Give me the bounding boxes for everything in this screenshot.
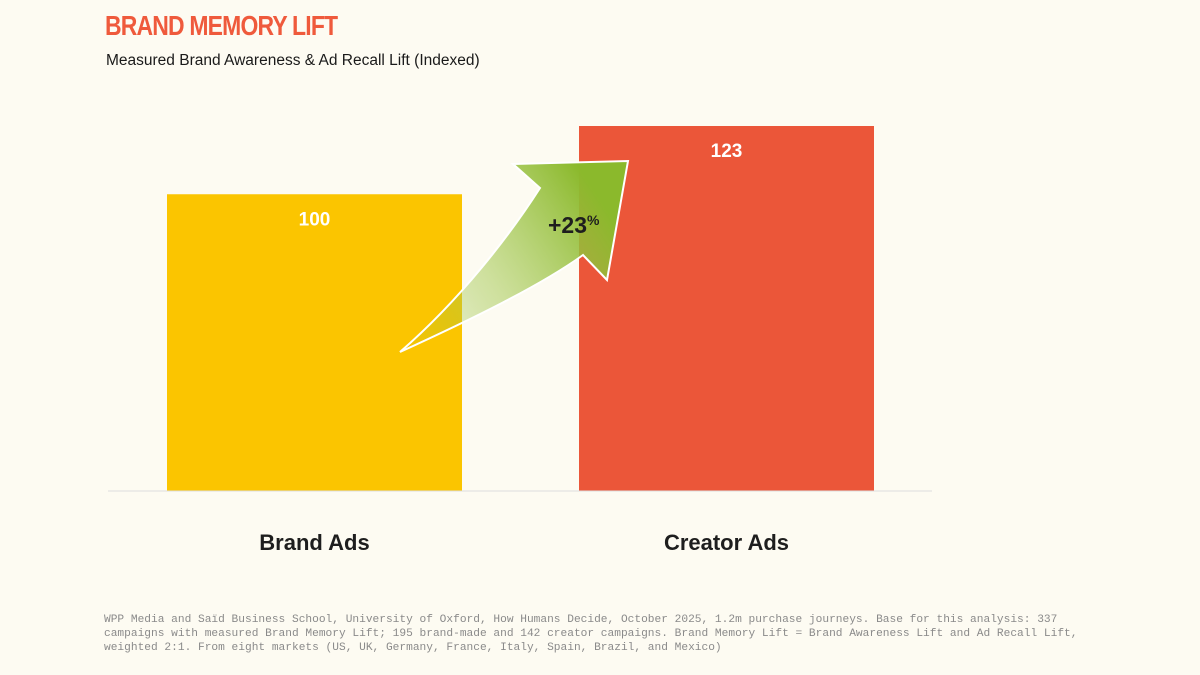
- bar-creator-ads: [579, 126, 874, 491]
- growth-arrow: +23%: [399, 159, 630, 353]
- category-label: Brand Ads: [259, 530, 369, 555]
- bar-value-label: 100: [299, 209, 331, 230]
- svg-text:+23%: +23%: [548, 212, 600, 238]
- source-footnote: WPP Media and Saïd Business School, Univ…: [104, 614, 1078, 654]
- chart-title: BRAND MEMORY LIFT: [105, 10, 338, 41]
- bar-value-label: 123: [711, 141, 743, 162]
- lift-percentage-unit: %: [587, 212, 600, 228]
- lift-percentage-value: +23: [548, 212, 587, 238]
- arrow-icon: [399, 159, 630, 353]
- chart-subtitle: Measured Brand Awareness & Ad Recall Lif…: [106, 52, 480, 69]
- category-label: Creator Ads: [664, 530, 789, 555]
